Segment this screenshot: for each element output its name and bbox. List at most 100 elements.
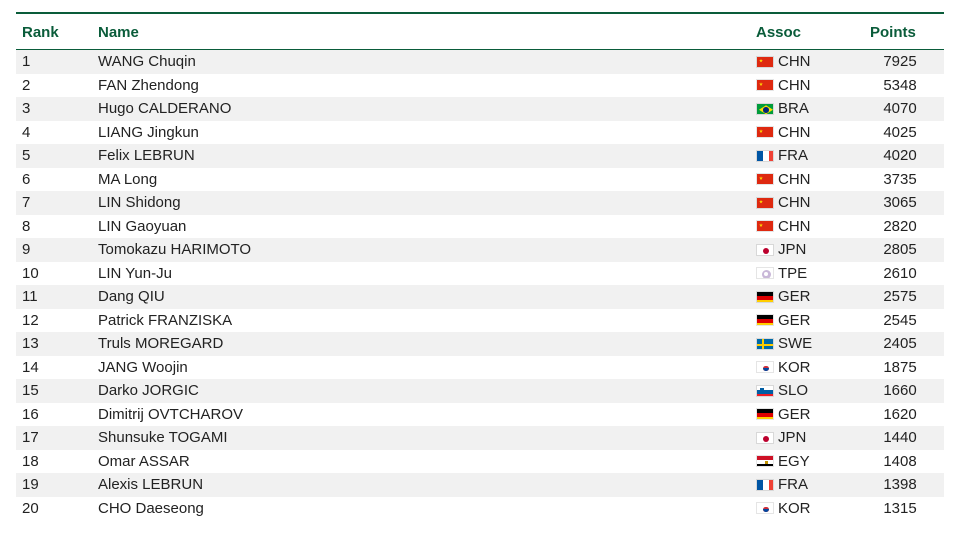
col-header-points: Points: [860, 24, 940, 41]
cell-rank: 9: [20, 241, 98, 258]
cell-rank: 2: [20, 77, 98, 94]
table-row: 7LIN ShidongCHN3065: [16, 191, 944, 215]
flag-icon: [756, 56, 774, 68]
table-row: 13Truls MOREGARDSWE2405: [16, 332, 944, 356]
cell-rank: 8: [20, 218, 98, 235]
cell-rank: 11: [20, 288, 98, 305]
flag-icon: [756, 291, 774, 303]
table-row: 5Felix LEBRUNFRA4020: [16, 144, 944, 168]
cell-assoc: JPN: [756, 429, 860, 446]
flag-icon: [756, 244, 774, 256]
cell-assoc-code: JPN: [778, 429, 806, 446]
cell-name: LIN Yun-Ju: [98, 265, 756, 282]
cell-name: WANG Chuqin: [98, 53, 756, 70]
cell-name: LIN Gaoyuan: [98, 218, 756, 235]
cell-assoc-code: GER: [778, 312, 811, 329]
cell-assoc: CHN: [756, 53, 860, 70]
cell-rank: 10: [20, 265, 98, 282]
cell-assoc-code: BRA: [778, 100, 809, 117]
cell-rank: 17: [20, 429, 98, 446]
cell-points: 1408: [860, 453, 940, 470]
cell-points: 2405: [860, 335, 940, 352]
cell-assoc-code: FRA: [778, 147, 808, 164]
table-row: 4LIANG JingkunCHN4025: [16, 121, 944, 145]
flag-icon: [756, 150, 774, 162]
cell-name: LIANG Jingkun: [98, 124, 756, 141]
cell-assoc: CHN: [756, 218, 860, 235]
table-row: 8LIN Gaoyuan CHN 2820: [16, 215, 944, 239]
table-row: 17Shunsuke TOGAMIJPN1440: [16, 426, 944, 450]
cell-assoc-code: CHN: [778, 53, 811, 70]
cell-rank: 12: [20, 312, 98, 329]
cell-points: 7925: [860, 53, 940, 70]
table-row: 18Omar ASSAREGY1408: [16, 450, 944, 474]
cell-points: 2575: [860, 288, 940, 305]
cell-points: 4020: [860, 147, 940, 164]
cell-assoc: SWE: [756, 335, 860, 352]
cell-name: FAN Zhendong: [98, 77, 756, 94]
cell-points: 2820: [860, 218, 940, 235]
cell-assoc: EGY: [756, 453, 860, 470]
cell-assoc: CHN: [756, 77, 860, 94]
cell-assoc-code: CHN: [778, 218, 811, 235]
cell-rank: 18: [20, 453, 98, 470]
cell-rank: 15: [20, 382, 98, 399]
flag-icon: [756, 197, 774, 209]
flag-icon: [756, 173, 774, 185]
cell-points: 2610: [860, 265, 940, 282]
cell-name: LIN Shidong: [98, 194, 756, 211]
cell-points: 1620: [860, 406, 940, 423]
cell-points: 1660: [860, 382, 940, 399]
col-header-rank: Rank: [20, 24, 98, 41]
cell-rank: 19: [20, 476, 98, 493]
table-row: 10LIN Yun-JuTPE2610: [16, 262, 944, 286]
cell-assoc: CHN: [756, 171, 860, 188]
cell-rank: 16: [20, 406, 98, 423]
cell-assoc: CHN: [756, 124, 860, 141]
table-row: 16Dimitrij OVTCHAROV GER 1620: [16, 403, 944, 427]
cell-assoc: GER: [756, 406, 860, 423]
cell-name: Shunsuke TOGAMI: [98, 429, 756, 446]
col-header-name: Name: [98, 24, 756, 41]
table-row: 2FAN ZhendongCHN5348: [16, 74, 944, 98]
table-row: 12Patrick FRANZISKAGER2545: [16, 309, 944, 333]
cell-assoc: SLO: [756, 382, 860, 399]
cell-assoc-code: GER: [778, 406, 811, 423]
cell-rank: 1: [20, 53, 98, 70]
cell-rank: 20: [20, 500, 98, 517]
flag-icon: [756, 126, 774, 138]
cell-assoc-code: FRA: [778, 476, 808, 493]
cell-assoc-code: KOR: [778, 500, 811, 517]
flag-icon: [756, 432, 774, 444]
col-header-assoc: Assoc: [756, 24, 860, 41]
cell-points: 4070: [860, 100, 940, 117]
cell-name: Truls MOREGARD: [98, 335, 756, 352]
cell-points: 3735: [860, 171, 940, 188]
cell-points: 1398: [860, 476, 940, 493]
cell-assoc-code: CHN: [778, 124, 811, 141]
cell-assoc: KOR: [756, 500, 860, 517]
cell-name: Alexis LEBRUN: [98, 476, 756, 493]
cell-name: Dimitrij OVTCHAROV: [98, 406, 756, 423]
cell-name: MA Long: [98, 171, 756, 188]
table-header-row: Rank Name Assoc Points: [16, 18, 944, 46]
cell-name: CHO Daeseong: [98, 500, 756, 517]
cell-name: JANG Woojin: [98, 359, 756, 376]
ranking-table: Rank Name Assoc Points 1WANG ChuqinCHN79…: [16, 12, 944, 520]
flag-icon: [756, 338, 774, 350]
cell-assoc-code: KOR: [778, 359, 811, 376]
cell-points: 2545: [860, 312, 940, 329]
cell-points: 5348: [860, 77, 940, 94]
cell-points: 3065: [860, 194, 940, 211]
cell-assoc: FRA: [756, 476, 860, 493]
cell-rank: 4: [20, 124, 98, 141]
cell-assoc-code: CHN: [778, 194, 811, 211]
cell-name: Tomokazu HARIMOTO: [98, 241, 756, 258]
table-row: 3Hugo CALDERANOBRA4070: [16, 97, 944, 121]
table-row: 6MA LongCHN3735: [16, 168, 944, 192]
flag-icon: [756, 103, 774, 115]
cell-rank: 6: [20, 171, 98, 188]
cell-name: Dang QIU: [98, 288, 756, 305]
cell-assoc: GER: [756, 312, 860, 329]
cell-assoc: BRA: [756, 100, 860, 117]
